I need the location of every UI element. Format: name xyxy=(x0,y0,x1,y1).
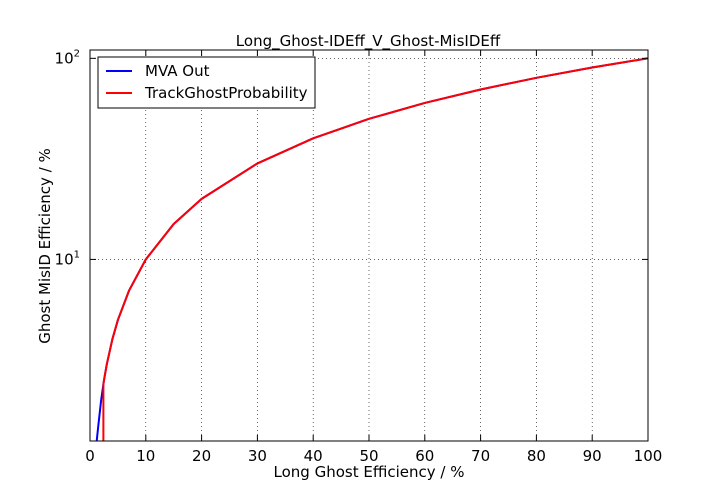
x-tick-label: 0 xyxy=(85,447,95,465)
x-tick-label: 50 xyxy=(359,447,378,465)
x-tick-label: 60 xyxy=(415,447,434,465)
y-axis-title: Ghost MisID Efficiency / % xyxy=(36,148,54,344)
y-tick-label: 101 xyxy=(55,249,80,268)
x-tick-label: 20 xyxy=(192,447,211,465)
x-tick-label: 90 xyxy=(583,447,602,465)
x-tick-label: 30 xyxy=(248,447,267,465)
chart-title: Long_Ghost-IDEff_V_Ghost-MisIDEff xyxy=(236,32,501,51)
y-tick-label: 102 xyxy=(55,48,80,67)
ticks: 0 10 20 30 40 50 60 70 80 90 100 101 102 xyxy=(55,48,663,465)
grid xyxy=(90,50,648,441)
legend: MVA Out TrackGhostProbability xyxy=(97,56,316,109)
x-tick-label: 70 xyxy=(471,447,490,465)
x-tick-label: 10 xyxy=(136,447,155,465)
x-tick-label: 100 xyxy=(634,447,663,465)
x-tick-label: 40 xyxy=(304,447,323,465)
series-layer xyxy=(95,57,649,442)
x-axis-title: Long Ghost Efficiency / % xyxy=(274,463,465,481)
legend-label-mva-out: MVA Out xyxy=(145,62,210,80)
x-tick-label: 80 xyxy=(527,447,546,465)
series-line-trackghostprobability xyxy=(102,57,649,441)
legend-label-trackghostprobability: TrackGhostProbability xyxy=(144,84,308,102)
legend-frame xyxy=(97,56,316,109)
series-line-mva-out xyxy=(95,57,649,442)
